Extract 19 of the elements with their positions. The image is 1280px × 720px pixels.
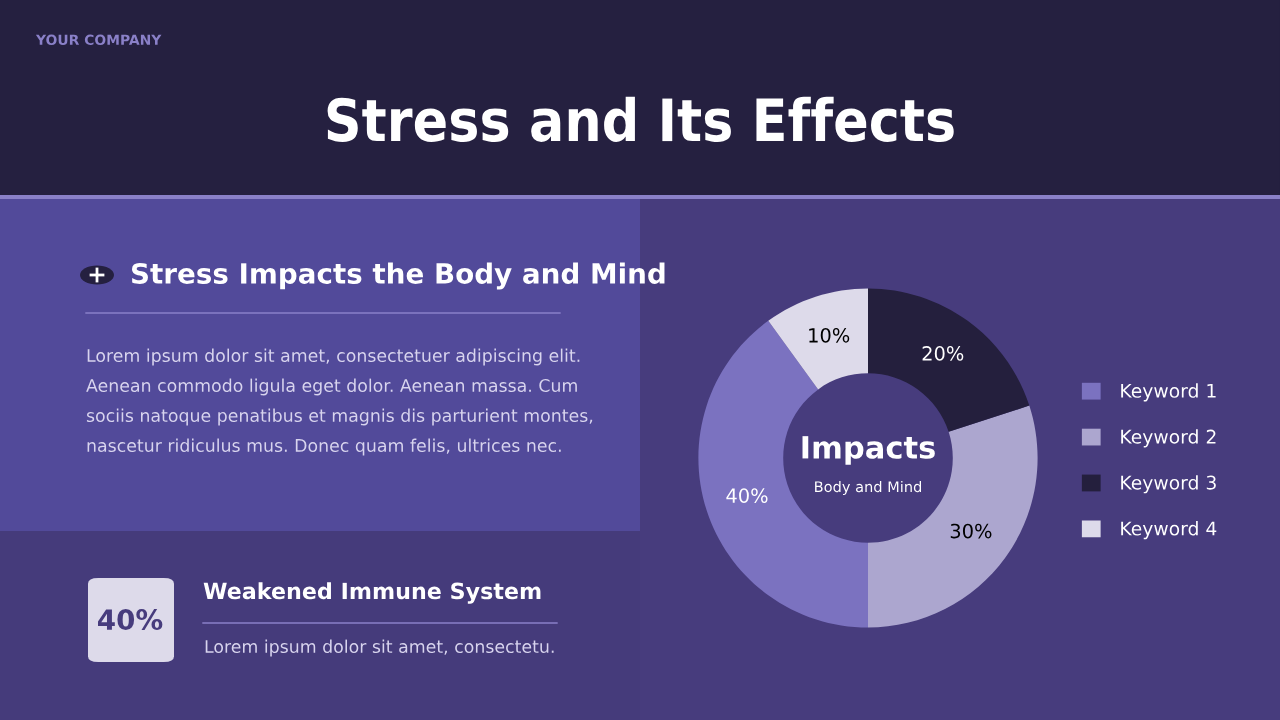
text: Lorem ipsum dolor sit amet, consectetuer adipiscing elit. Aenean commodo ligula eget dolor. Aenean massa. Cum sociis natoque penatibus et magnis dis parturient montes, nascetur ridiculus mus. Donec quam felis, ultrices nec. [86,348,593,456]
text: Lorem ipsum dolor sit amet, consectetu. [205,639,554,657]
donut-slice [868,288,1030,432]
data-label: 40% [726,488,768,503]
data-label: 10% [809,327,850,343]
text: Stress Impacts the Body and Mind [131,262,665,290]
chart-title: Stress and Its Effects [327,96,954,142]
text: Body and Mind [815,480,921,496]
legend-label: Keyword 2 [1121,429,1216,448]
text: 40% [98,609,163,631]
text: Weakened Immune System [203,582,541,604]
legend-label: Keyword 3 [1121,475,1216,494]
data-label: 30% [950,523,992,539]
legend-label: Keyword 4 [1121,521,1217,540]
donut-slice [768,288,868,390]
text: YOUR COMPANY [35,34,162,46]
legend-label: Keyword 1 [1121,383,1216,402]
text: Impacts [802,436,935,465]
data-label: 20% [922,346,964,361]
